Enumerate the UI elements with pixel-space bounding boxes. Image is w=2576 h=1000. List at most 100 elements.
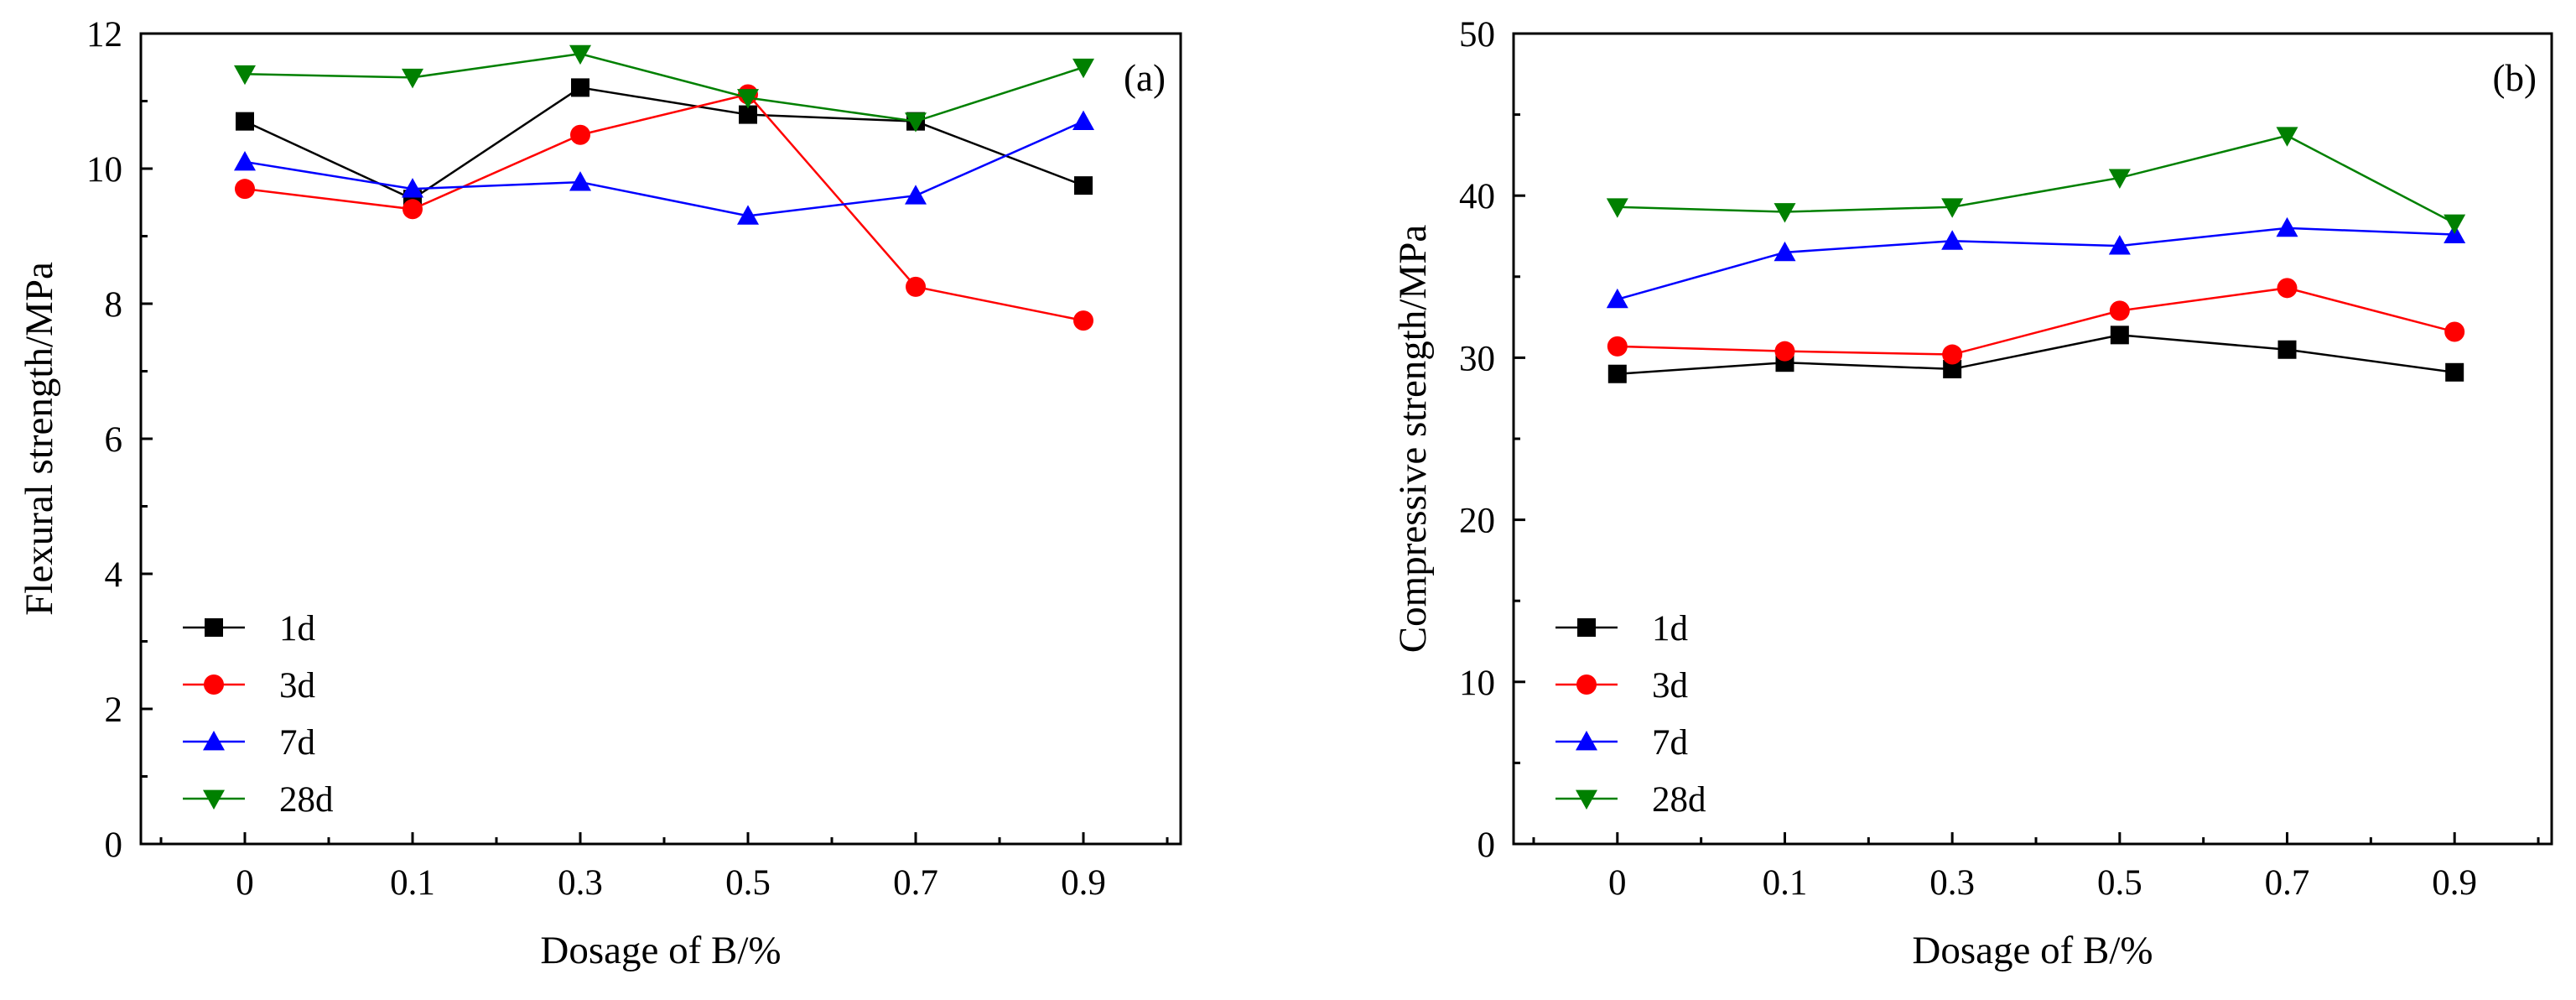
series-line-1d [244, 86, 1084, 201]
data-point-28d [1941, 198, 1964, 218]
x-tick-label: 0.7 [893, 863, 938, 903]
y-tick-label: 20 [1459, 502, 1495, 541]
data-point-7d [1606, 288, 1628, 309]
x-tick-label: 0 [236, 863, 254, 903]
y-tick-label: 0 [1478, 826, 1496, 865]
series-line-3d [1617, 287, 2455, 356]
data-point-28d [569, 44, 591, 65]
legend-marker-28d [1576, 789, 1597, 810]
data-point-3d [1774, 341, 1795, 362]
data-point-7d [905, 185, 927, 205]
data-point-7d [569, 171, 591, 191]
y-tick-label: 4 [105, 555, 123, 595]
data-point-28d [2444, 214, 2466, 235]
legend-marker-1d [205, 618, 223, 637]
y-axis-title: Flexural strength/MPa [18, 262, 61, 616]
data-point-7d [2108, 235, 2131, 255]
data-point-28d [905, 112, 927, 133]
data-point-28d [2276, 127, 2298, 147]
x-tick-label: 0.3 [558, 863, 603, 903]
x-tick-label: 0.5 [725, 863, 771, 903]
legend-marker-28d [203, 789, 225, 810]
legend-label-3d: 3d [279, 666, 315, 706]
panel-label: (a) [1124, 57, 1166, 99]
data-point-3d [2109, 300, 2130, 321]
data-point-7d [2276, 216, 2298, 237]
legend-marker-1d [1577, 618, 1596, 637]
data-point-7d [1941, 230, 1964, 250]
y-tick-label: 12 [86, 15, 122, 55]
panel-label: (b) [2493, 57, 2537, 99]
y-tick-label: 0 [105, 826, 123, 865]
series-line-28d [1617, 134, 2455, 225]
data-point-7d [1774, 241, 1796, 262]
series-line-7d [1617, 227, 2455, 301]
y-tick-label: 30 [1459, 339, 1495, 378]
data-point-3d [235, 179, 255, 200]
data-point-3d [402, 199, 423, 220]
y-tick-label: 8 [105, 285, 123, 325]
x-tick-label: 0 [1608, 863, 1627, 903]
legend-label-1d: 1d [279, 609, 315, 648]
series-line-28d [244, 52, 1084, 122]
data-point-3d [570, 124, 590, 145]
legend-label-3d: 3d [1652, 666, 1688, 706]
x-axis-title: Dosage of B/% [540, 929, 781, 972]
data-point-3d [1942, 344, 1963, 365]
data-point-3d [1073, 310, 1093, 331]
legend-label-28d: 28d [279, 780, 334, 820]
data-point-28d [2108, 169, 2131, 189]
data-point-1d [571, 78, 589, 97]
legend-label-7d: 7d [279, 723, 315, 763]
data-point-7d [234, 150, 256, 171]
data-point-1d [2110, 326, 2129, 345]
legend-label-7d: 7d [1652, 723, 1688, 763]
legend-marker-7d [203, 731, 225, 751]
series-line-3d [244, 93, 1084, 322]
x-axis-title: Dosage of B/% [1912, 929, 2153, 972]
data-point-1d [236, 112, 254, 131]
legend-marker-3d [204, 674, 224, 695]
data-point-28d [402, 68, 423, 89]
data-point-3d [906, 276, 926, 297]
data-point-1d [1943, 359, 1962, 378]
legend-label-1d: 1d [1652, 609, 1688, 648]
chart-compressive-strength: 0 10 20 30 40 50 0 0.1 0.3 0.5 0.7 0.9 Dosage of B/%… [1391, 15, 2553, 972]
data-point-28d [737, 89, 759, 109]
data-point-1d [2277, 340, 2297, 359]
legend-marker-7d [1576, 731, 1597, 751]
data-point-28d [1606, 198, 1628, 218]
x-tick-label: 0.7 [2265, 863, 2310, 903]
data-point-3d [2444, 321, 2465, 342]
y-tick-label: 10 [86, 150, 122, 190]
y-axis-title: Compressive strength/MPa [1391, 225, 1435, 654]
y-tick-label: 6 [105, 420, 123, 460]
y-tick-label: 50 [1459, 15, 1495, 55]
data-point-3d [2277, 278, 2298, 299]
data-point-7d [402, 178, 423, 198]
data-point-3d [1607, 336, 1628, 357]
data-point-7d [737, 205, 759, 225]
data-point-1d [1607, 364, 1627, 383]
y-tick-label: 40 [1459, 177, 1495, 216]
y-tick-label: 10 [1459, 664, 1495, 703]
x-tick-label: 0.9 [1061, 863, 1106, 903]
data-point-1d [739, 105, 757, 124]
data-point-28d [1774, 203, 1796, 223]
series-line-7d [244, 120, 1084, 217]
legend-marker-3d [1576, 674, 1597, 695]
x-tick-label: 0.1 [390, 863, 435, 903]
data-point-28d [1072, 58, 1094, 79]
x-tick-label: 0.1 [1763, 863, 1808, 903]
x-tick-label: 0.3 [1929, 863, 1975, 903]
x-tick-label: 0.9 [2432, 863, 2477, 903]
y-tick-label: 2 [105, 690, 123, 730]
data-point-1d [2445, 362, 2464, 382]
series-line-1d [1617, 334, 2455, 375]
data-point-1d [1074, 176, 1093, 195]
x-tick-label: 0.5 [2097, 863, 2142, 903]
data-point-28d [234, 65, 256, 86]
data-point-7d [1072, 110, 1094, 131]
chart-flexural-strength: 0 2 4 6 8 10 12 0 0.1 0.3 0.5 0.7 0.9 Dosage of B/% Fl… [18, 15, 1182, 972]
